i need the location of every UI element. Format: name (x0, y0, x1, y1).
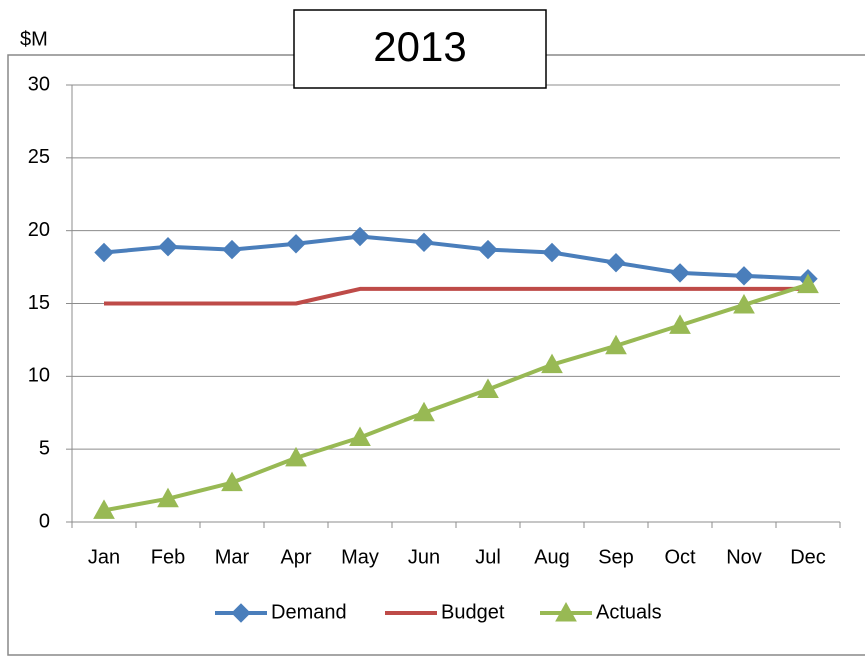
y-axis-label: $M (20, 28, 48, 50)
data-point (542, 242, 562, 263)
x-tick-label: Mar (215, 546, 250, 568)
data-point (221, 471, 243, 492)
data-point (94, 242, 114, 263)
data-point (669, 314, 691, 334)
data-point (733, 293, 755, 314)
series-line (103, 282, 809, 513)
series-line (104, 286, 808, 306)
y-tick-label: 15 (28, 292, 50, 314)
data-point (158, 236, 178, 257)
x-tick-label: Aug (534, 546, 570, 568)
legend-label: Budget (441, 601, 505, 623)
data-point (350, 226, 370, 247)
y-tick-label: 25 (28, 146, 50, 168)
chart-title: 2013 (373, 23, 466, 70)
data-point (606, 253, 626, 273)
x-tick-label: May (341, 546, 379, 568)
y-tick-label: 30 (28, 73, 50, 95)
x-tick-label: Oct (664, 546, 696, 568)
data-point (414, 232, 434, 253)
legend-label: Actuals (596, 601, 662, 623)
data-point (478, 239, 498, 260)
plot-area: 0 5 10 15 20 25 30 Jan Feb Mar Apr May Jun Jul Aug Sep O… (28, 73, 841, 623)
legend-label: Demand (271, 601, 347, 623)
data-point (222, 239, 242, 260)
data-point (157, 487, 179, 508)
legend-marker (231, 603, 251, 623)
data-point (605, 334, 627, 355)
x-tick-label: Jul (475, 546, 501, 568)
x-tick-label: Apr (280, 546, 311, 568)
x-tick-label: Jan (88, 546, 120, 568)
data-point (797, 273, 819, 294)
x-tick-label: Dec (790, 546, 826, 568)
x-tick-label: Jun (408, 546, 440, 568)
data-point (285, 446, 307, 467)
data-point (734, 266, 754, 286)
data-point (670, 263, 690, 283)
data-point (541, 353, 563, 374)
y-tick-label: 10 (28, 365, 50, 387)
y-tick-label: 20 (28, 219, 50, 241)
data-point (286, 234, 306, 254)
x-tick-label: Feb (151, 546, 185, 568)
x-tick-label: Nov (726, 546, 762, 568)
data-point (413, 401, 435, 422)
y-tick-label: 5 (39, 437, 50, 459)
data-point (477, 378, 499, 398)
data-point (349, 426, 371, 447)
data-point (93, 499, 115, 519)
legend-marker (555, 601, 577, 622)
series-line (103, 234, 809, 281)
chart-frame (7, 54, 865, 656)
title-box (293, 9, 547, 89)
x-tick-label: Sep (598, 546, 634, 568)
y-tick-label: 0 (39, 510, 50, 532)
